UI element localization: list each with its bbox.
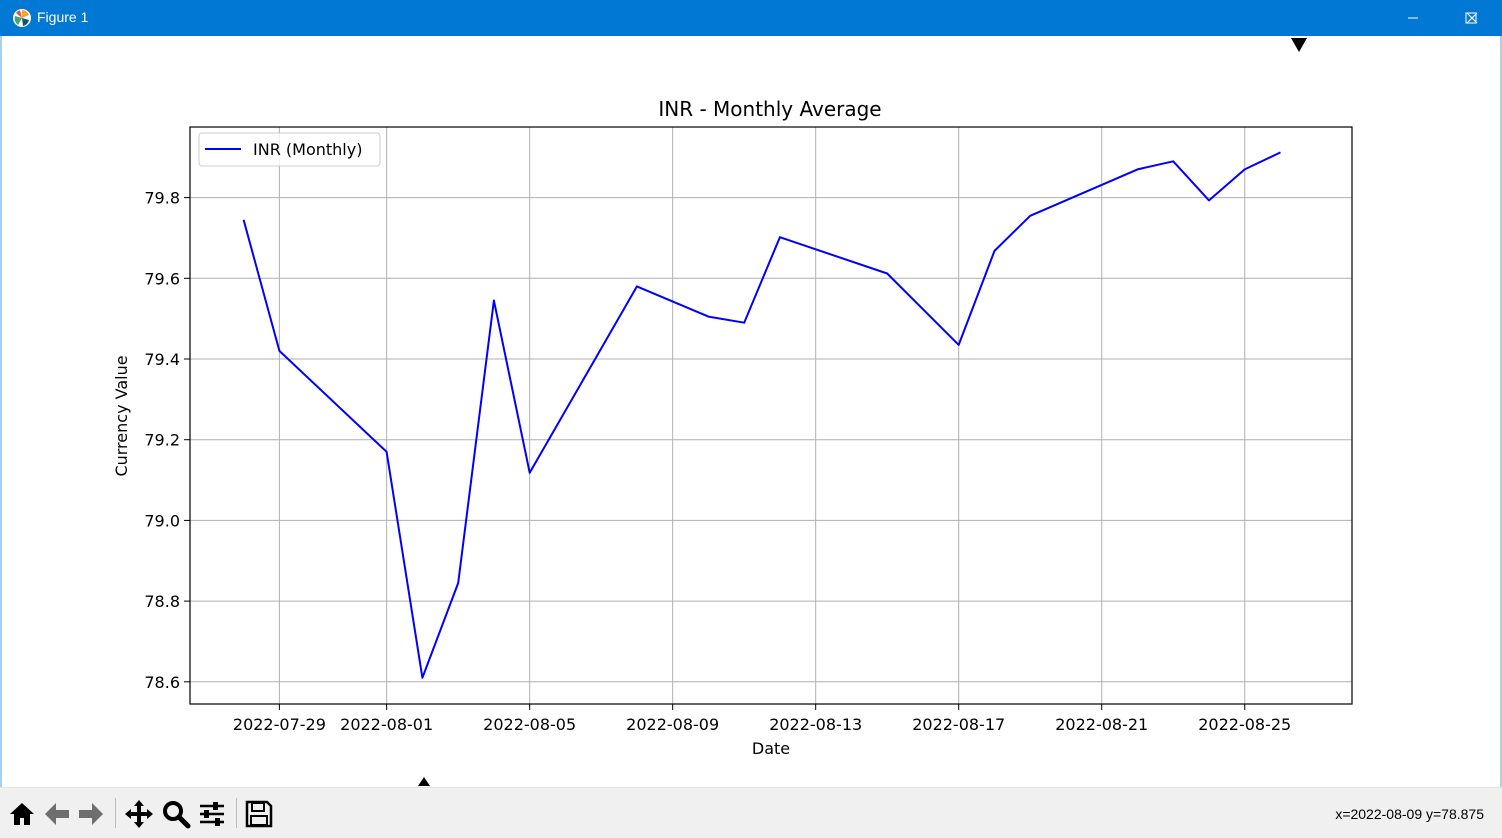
- chart-svg[interactable]: INR - Monthly Average 2022-07-29 2022-08-…: [2, 36, 1500, 787]
- legend-box: [198, 132, 381, 167]
- chart-title: INR - Monthly Average: [658, 97, 881, 121]
- x-tick-label: 2022-08-25: [1198, 715, 1291, 734]
- home-icon: [10, 803, 34, 825]
- grid-layer: [190, 127, 1352, 704]
- back-arrow-icon: [45, 803, 69, 825]
- legend-label: INR (Monthly): [253, 140, 362, 159]
- figure-canvas[interactable]: INR - Monthly Average 2022-07-29 2022-08-…: [2, 36, 1500, 787]
- pan-button[interactable]: [123, 798, 155, 830]
- toolbar-separator: [236, 798, 237, 828]
- configure-subplots-icon: [200, 802, 224, 826]
- y-tick-label: 79.8: [144, 189, 180, 208]
- y-tick-label: 78.6: [144, 673, 180, 692]
- forward-button[interactable]: [75, 798, 107, 830]
- navigation-toolbar: x=2022-08-09 y=78.875: [0, 787, 1502, 838]
- y-tick-label: 79.0: [144, 511, 180, 530]
- y-axis-ticks: 78.6 78.8 79.0 79.2 79.4 79.6 79.8: [144, 189, 190, 692]
- zoom-button[interactable]: [160, 798, 192, 830]
- triangle-down-marker-icon: [1291, 38, 1307, 52]
- pan-move-icon: [125, 800, 153, 828]
- maximize-button[interactable]: [1442, 0, 1500, 36]
- save-floppy-icon: [245, 800, 273, 828]
- back-button[interactable]: [41, 798, 73, 830]
- y-tick-label: 78.8: [144, 592, 180, 611]
- close-icon: [1466, 12, 1478, 24]
- home-button[interactable]: [6, 798, 38, 830]
- toolbar-separator: [115, 798, 116, 828]
- zoom-magnifier-icon: [163, 801, 191, 829]
- window-title: Figure 1: [37, 9, 89, 25]
- window-titlebar[interactable]: Figure 1: [0, 0, 1502, 36]
- y-tick-label: 79.4: [144, 350, 180, 369]
- x-tick-label: 2022-08-21: [1055, 715, 1148, 734]
- x-tick-label: 2022-08-05: [483, 715, 576, 734]
- axes-frame: [189, 126, 1353, 705]
- matplotlib-logo-icon: [13, 9, 31, 27]
- triangle-up-marker-icon: [418, 777, 430, 786]
- series-line-inr-monthly: [242, 151, 1281, 679]
- x-axis-label: Date: [752, 739, 790, 758]
- cursor-coordinates-readout: x=2022-08-09 y=78.875: [1335, 806, 1484, 822]
- y-axis-label: Currency Value: [112, 355, 131, 476]
- x-tick-label: 2022-08-01: [340, 715, 433, 734]
- legend: INR (Monthly): [198, 132, 381, 167]
- x-tick-label: 2022-08-13: [769, 715, 862, 734]
- window-border: [0, 36, 2, 787]
- maximize-icon: [1465, 12, 1477, 24]
- save-button[interactable]: [243, 798, 275, 830]
- window-border: [1500, 36, 1502, 787]
- y-tick-label: 79.2: [144, 431, 180, 450]
- y-tick-label: 79.6: [144, 269, 180, 288]
- forward-arrow-icon: [79, 803, 103, 825]
- x-tick-label: 2022-08-17: [912, 715, 1005, 734]
- x-tick-label: 2022-07-29: [233, 715, 326, 734]
- close-button[interactable]: [1444, 0, 1502, 36]
- configure-subplots-button[interactable]: [196, 798, 228, 830]
- minimize-button[interactable]: [1384, 0, 1442, 36]
- x-axis-ticks: 2022-07-29 2022-08-01 2022-08-05 2022-08-09…: [233, 704, 1291, 734]
- minimize-icon: [1408, 17, 1418, 19]
- x-tick-label: 2022-08-09: [626, 715, 719, 734]
